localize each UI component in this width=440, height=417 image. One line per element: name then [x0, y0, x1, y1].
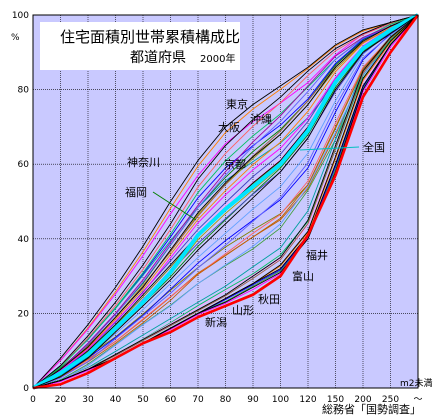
annotation-福井: 福井 — [306, 248, 328, 262]
annotation-leader-全国 — [299, 146, 360, 151]
background-series-line — [32, 14, 419, 389]
x-tick-labels: 0 20 30 40 50 60 70 80 90 100 120 150 200 250 〜 — [30, 395, 422, 405]
background-series-line — [32, 14, 419, 389]
series-lines — [32, 13, 420, 390]
source-label: 総務省「国勢調査」 — [322, 402, 421, 416]
year-label: 2000年 — [200, 52, 235, 65]
annotation-大阪: 大阪 — [218, 120, 240, 134]
annotation-秋田: 秋田 — [258, 292, 280, 306]
background-series-line — [32, 14, 419, 389]
annotation-新潟: 新潟 — [205, 315, 227, 329]
x-tick-label: 250 — [382, 395, 399, 405]
y-tick-label: 60 — [18, 160, 30, 170]
background-series-line — [32, 14, 419, 389]
y-tick-labels: 0 20 40 60 80 100 — [12, 11, 29, 394]
series-line-全国 — [32, 13, 419, 390]
y-tick-label: 0 — [23, 384, 29, 394]
y-tick-label: 80 — [18, 86, 30, 96]
chart-subtitle: 都道府県 — [130, 50, 186, 66]
x-tick-label: 120 — [299, 395, 316, 405]
annotation-京都: 京都 — [224, 157, 246, 171]
background-series-line — [32, 14, 419, 389]
x-tick-label: 100 — [272, 395, 289, 405]
series-line-福井 — [32, 14, 419, 389]
background-series-line — [32, 14, 419, 389]
series-line-神奈川 — [32, 14, 419, 389]
x-unit-label: m2未満 — [400, 377, 433, 389]
background-series-line — [32, 14, 419, 389]
annotation-神奈川: 神奈川 — [127, 155, 160, 169]
y-tick-label: 20 — [18, 309, 30, 319]
annotation-沖縄: 沖縄 — [250, 112, 272, 126]
x-tick-label: 70 — [192, 395, 204, 405]
series-line-東京 — [32, 14, 419, 389]
y-tick-label: 40 — [18, 235, 30, 245]
series-line-福岡 — [32, 14, 419, 389]
chart-title: 住宅面積別世帯累積構成比 — [60, 28, 240, 46]
series-line-沖縄 — [32, 14, 419, 389]
x-tick-label: 30 — [82, 395, 94, 405]
annotation-福岡: 福岡 — [125, 185, 147, 199]
background-series-line — [32, 14, 419, 389]
annotation-富山: 富山 — [292, 269, 314, 283]
grid — [32, 14, 419, 389]
annotation-leader-福岡 — [152, 191, 197, 221]
series-line-山形 — [32, 14, 419, 389]
series-line-新潟 — [32, 14, 420, 390]
x-tick-label: 50 — [137, 395, 149, 405]
x-tick-label: 60 — [165, 395, 177, 405]
x-tick-label: 〜 — [413, 395, 422, 405]
background-series-line — [32, 14, 419, 389]
x-tick-label: 80 — [220, 395, 232, 405]
annotation-東京: 東京 — [226, 97, 248, 111]
x-tick-label: 150 — [327, 395, 344, 405]
plot-frame — [32, 14, 419, 389]
x-tick-label: 40 — [110, 395, 122, 405]
y-tick-label: 100 — [12, 11, 29, 21]
x-tick-label: 200 — [354, 395, 371, 405]
y-unit-label: % — [11, 33, 20, 43]
background-series-line — [32, 14, 419, 389]
annotation-山形: 山形 — [232, 304, 254, 317]
title-box — [40, 22, 240, 70]
series-line-大阪 — [32, 14, 419, 389]
annotation-全国: 全国 — [363, 140, 385, 154]
background-series-line — [32, 14, 419, 389]
x-tick-label: 20 — [55, 395, 67, 405]
x-tick-label: 0 — [30, 395, 36, 405]
x-tick-label: 90 — [247, 395, 259, 405]
background-series-line — [32, 14, 419, 389]
